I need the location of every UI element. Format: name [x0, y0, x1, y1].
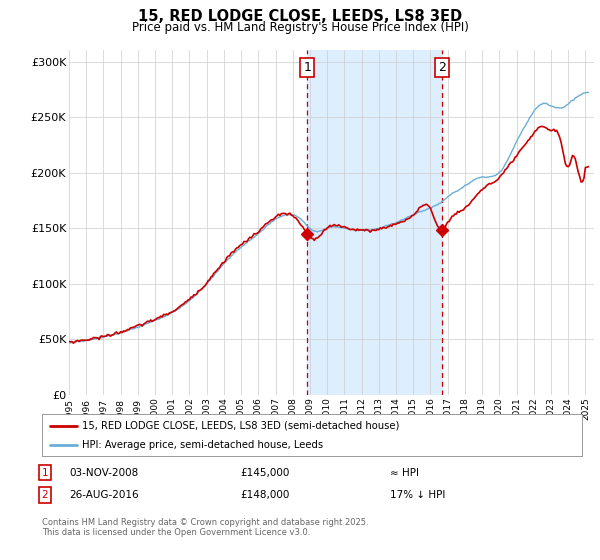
Text: 2: 2 [41, 490, 49, 500]
Text: £145,000: £145,000 [240, 468, 289, 478]
Text: 1: 1 [41, 468, 49, 478]
Text: 15, RED LODGE CLOSE, LEEDS, LS8 3ED (semi-detached house): 15, RED LODGE CLOSE, LEEDS, LS8 3ED (sem… [83, 421, 400, 431]
Text: 17% ↓ HPI: 17% ↓ HPI [390, 490, 445, 500]
Text: Price paid vs. HM Land Registry's House Price Index (HPI): Price paid vs. HM Land Registry's House … [131, 21, 469, 34]
Text: 2: 2 [438, 60, 446, 74]
Text: HPI: Average price, semi-detached house, Leeds: HPI: Average price, semi-detached house,… [83, 440, 323, 450]
Text: 15, RED LODGE CLOSE, LEEDS, LS8 3ED: 15, RED LODGE CLOSE, LEEDS, LS8 3ED [138, 9, 462, 24]
Text: 1: 1 [303, 60, 311, 74]
Bar [307, 50, 442, 395]
Text: 03-NOV-2008: 03-NOV-2008 [69, 468, 138, 478]
Text: £148,000: £148,000 [240, 490, 289, 500]
Text: Contains HM Land Registry data © Crown copyright and database right 2025.
This d: Contains HM Land Registry data © Crown c… [42, 518, 368, 538]
Text: ≈ HPI: ≈ HPI [390, 468, 419, 478]
Text: 26-AUG-2016: 26-AUG-2016 [69, 490, 139, 500]
